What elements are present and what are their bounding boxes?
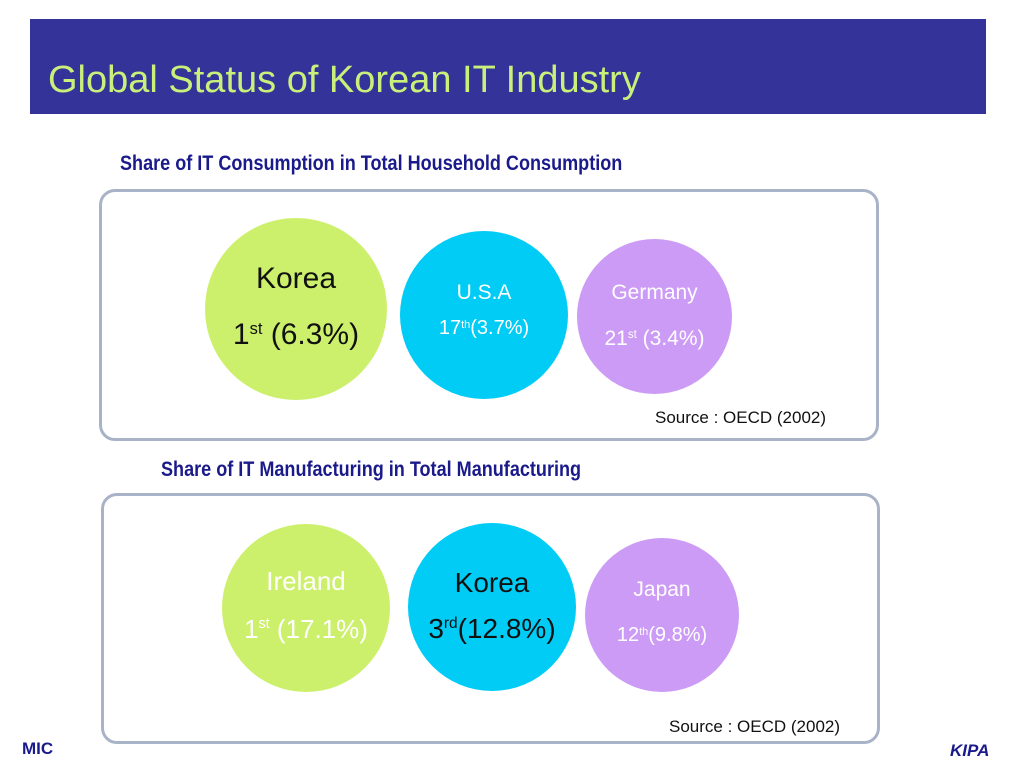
circle-rank: 17th(3.7%) — [438, 317, 530, 339]
circle-usa-consumption: U.S.A 17th(3.7%) — [400, 231, 568, 399]
title-bar: Global Status of Korean IT Industry — [30, 19, 986, 114]
circle-country-name: U.S.A — [456, 281, 512, 304]
circle-japan-manufacturing: Japan 12th(9.8%) — [585, 538, 739, 692]
circle-rank: 1st (6.3%) — [232, 318, 360, 351]
circle-country-name: Korea — [255, 262, 337, 295]
circle-rank: 1st (17.1%) — [244, 614, 368, 644]
circle-korea-manufacturing: Korea 3rd(12.8%) — [408, 523, 576, 691]
circle-rank: 3rd(12.8%) — [428, 613, 556, 644]
footer-kipa-label: KIPA — [950, 741, 990, 760]
circle-country-name: Korea — [454, 567, 530, 598]
footer-mic-label: MIC — [22, 739, 54, 758]
circle-korea-consumption: Korea 1st (6.3%) — [205, 218, 387, 400]
circle-country-name: Japan — [633, 578, 691, 601]
circle-rank: 12th(9.8%) — [616, 624, 708, 646]
manufacturing-source: Source : OECD (2002) — [669, 717, 841, 736]
slide-title: Global Status of Korean IT Industry — [48, 59, 641, 101]
manufacturing-heading: Share of IT Manufacturing in Total Manuf… — [161, 458, 582, 481]
circle-country-name: Ireland — [266, 566, 346, 596]
circle-country-name: Germany — [611, 281, 698, 304]
consumption-source: Source : OECD (2002) — [655, 408, 827, 427]
circle-ireland-manufacturing: Ireland 1st (17.1%) — [222, 524, 390, 692]
circle-germany-consumption: Germany 21st (3.4%) — [577, 239, 732, 394]
consumption-heading: Share of IT Consumption in Total Househo… — [120, 152, 623, 175]
circle-rank: 21st (3.4%) — [604, 327, 705, 350]
